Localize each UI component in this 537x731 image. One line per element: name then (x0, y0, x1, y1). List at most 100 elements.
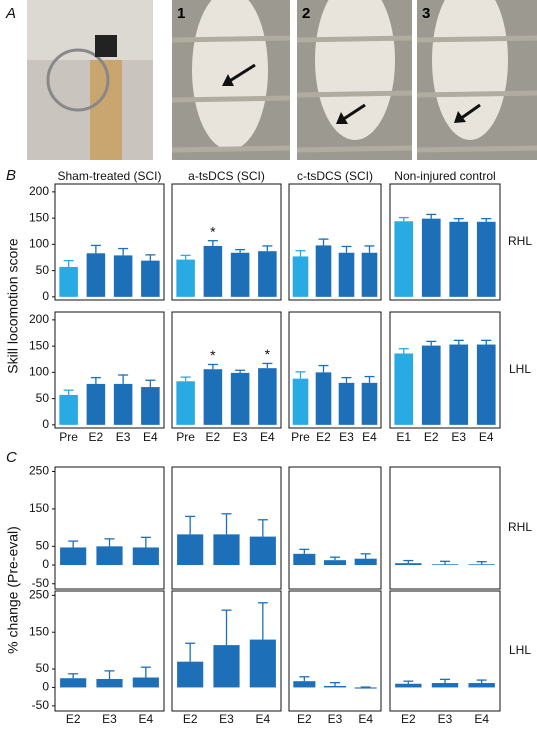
y-tick-label: 50 (36, 391, 50, 405)
bar (249, 639, 276, 688)
photo-label: 3 (422, 5, 430, 22)
x-tick-label: E2 (424, 430, 439, 444)
plot-frame (288, 183, 382, 301)
bar (177, 661, 204, 688)
bar (132, 677, 159, 688)
row-label: LHL (509, 362, 531, 376)
x-tick-label: E4 (255, 712, 270, 726)
bar (361, 252, 378, 297)
bar (60, 678, 87, 688)
x-tick-label: E2 (206, 430, 221, 444)
x-tick-label: E3 (219, 712, 234, 726)
column-title: a-tsDCS (SCI) (188, 169, 265, 183)
bar (449, 344, 469, 425)
x-tick-label: E3 (328, 712, 343, 726)
bar (323, 560, 347, 566)
photos: 1 2 3 (27, 0, 537, 160)
bar (395, 683, 422, 688)
plot-frame (288, 311, 382, 429)
bar (395, 563, 422, 566)
bar (293, 553, 316, 566)
bar (258, 368, 277, 425)
plot-frame (54, 183, 165, 301)
significance-marker: * (210, 347, 216, 363)
plot-frame (389, 183, 501, 301)
bar (86, 253, 106, 297)
x-tick-label: E4 (138, 712, 153, 726)
column-title: Non-injured control (394, 169, 495, 183)
bar (203, 245, 223, 297)
bar (338, 252, 355, 297)
x-tick-label: E2 (401, 712, 416, 726)
plot-frame (288, 466, 382, 590)
y-axis-label: Skill locomotion score (5, 238, 21, 374)
plot-frame (171, 183, 282, 301)
row-label: RHL (508, 234, 532, 248)
bar (431, 564, 459, 566)
bar (86, 383, 106, 425)
bar (230, 252, 250, 297)
bar (394, 353, 414, 425)
y-tick-label: 250 (29, 588, 49, 602)
photo-rat-3 (432, 0, 508, 140)
x-tick-label: E3 (451, 430, 466, 444)
x-tick-label: Pre (291, 430, 310, 444)
photo-wheel (46, 48, 110, 112)
x-tick-label: E1 (396, 430, 411, 444)
bar (132, 547, 159, 566)
y-tick-label: -50 (32, 576, 50, 590)
bar (176, 259, 195, 297)
x-tick-label: E3 (339, 430, 354, 444)
bar (431, 683, 459, 688)
bar (177, 534, 204, 566)
panel-label: C (6, 449, 17, 466)
y-tick-label: 50 (36, 263, 50, 277)
bar (113, 383, 133, 425)
plot-frame (54, 311, 165, 429)
x-tick-label: E3 (233, 430, 248, 444)
plot-frame (171, 590, 282, 712)
photo-stand (90, 60, 122, 160)
photo-rungs (171, 35, 537, 153)
x-tick-label: E4 (260, 430, 275, 444)
y-tick-label: 0 (42, 289, 49, 303)
bar (338, 382, 355, 425)
x-tick-label: E2 (316, 430, 331, 444)
x-tick-label: E3 (102, 712, 117, 726)
bar (96, 546, 123, 566)
y-tick-label: 0 (42, 680, 49, 694)
bar (230, 372, 250, 425)
bar (96, 678, 123, 688)
y-tick-label: -50 (32, 698, 50, 712)
y-tick-label: 100 (29, 237, 49, 251)
bar (421, 345, 441, 425)
x-tick-label: E4 (143, 430, 158, 444)
row-label: RHL (508, 520, 532, 534)
x-tick-label: E2 (89, 430, 104, 444)
x-tick-label: E4 (474, 712, 489, 726)
y-tick-label: 200 (29, 312, 49, 326)
bar (203, 369, 223, 425)
y-tick-label: 250 (29, 464, 49, 478)
photo-arrows (222, 63, 481, 124)
y-tick-label: 100 (29, 365, 49, 379)
y-tick-label: 150 (29, 210, 49, 224)
bar (141, 387, 160, 425)
bar (468, 683, 495, 688)
bar (292, 256, 309, 297)
bar (476, 344, 496, 425)
x-tick-label: E3 (116, 430, 131, 444)
bar (213, 534, 240, 566)
panel-label: B (6, 167, 16, 184)
x-tick-label: E2 (297, 712, 312, 726)
column-title: c-tsDCS (SCI) (297, 169, 373, 183)
bar (394, 221, 414, 297)
bar (59, 394, 78, 425)
y-tick-label: 200 (29, 184, 49, 198)
plot-frame (171, 311, 282, 429)
y-tick-label: 50 (36, 539, 50, 553)
bar (354, 558, 377, 566)
y-tick-label: 150 (29, 624, 49, 638)
column-title: Sham-treated (SCI) (57, 169, 161, 183)
